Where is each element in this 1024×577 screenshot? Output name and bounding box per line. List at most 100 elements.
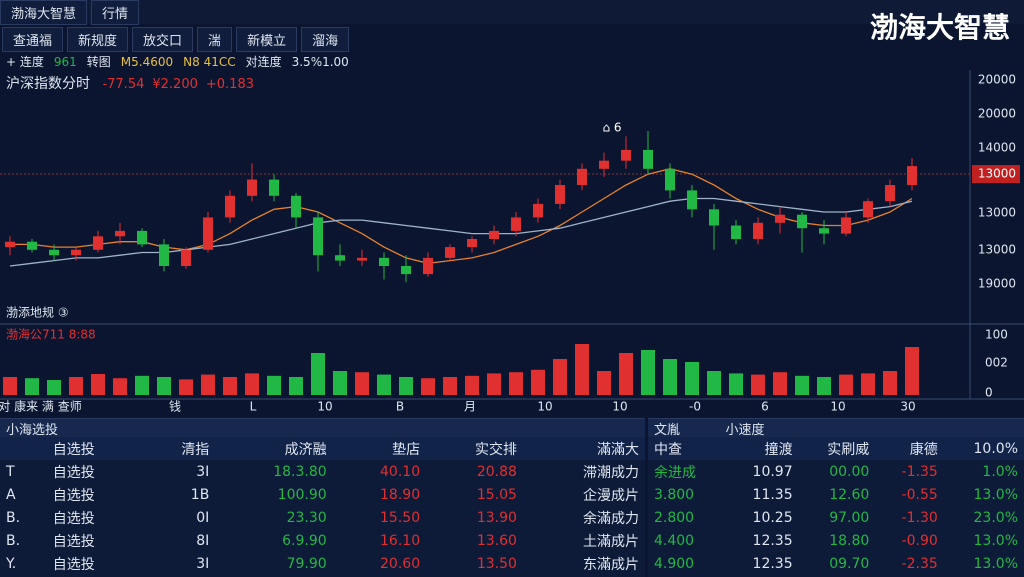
volume-bar [487,373,501,395]
table-row[interactable]: Y. 自选投 3I 79.90 20.60 13.50 东滿成片 [0,552,645,575]
cell: 13.0% [973,555,1018,572]
info-item: 961 [53,55,77,69]
volume-bar [91,374,105,395]
column-header: 滿滿大 [597,441,639,458]
title-bar: 渤海大智慧 行情 [0,0,1024,25]
watchlist-table: 自选投 清指 成济融 垫店 实交排 滿滿大 T 自选投 3I 18.3.80 40.10 20.88 滞… [0,437,645,575]
volume-bar [25,378,39,395]
table-row[interactable]: 4.900 12.35 09.70 -2.35 13.0% [648,552,1024,575]
cell: 00.00 [829,463,870,480]
x-axis-label: 10 [317,400,332,414]
tab[interactable]: 行情 [91,0,140,25]
cell: 12.35 [752,555,793,572]
toolbar-button[interactable]: 查通福 [2,27,64,52]
x-axis-label: -0 [689,400,701,414]
volume-bar [861,373,875,395]
candle-body [49,249,59,256]
candle-body [863,201,873,218]
volume-bar [751,374,765,395]
cell: 1.0% [982,463,1018,480]
toolbar-button[interactable]: 放交口 [132,27,194,52]
volume-bar [223,377,237,395]
cell: 15.05 [476,486,517,503]
volume-bar [443,377,457,395]
x-axis-label: 10 [830,400,845,414]
candle-body [247,179,257,196]
table-row[interactable]: A 自选投 1B 100.90 18.90 15.05 企漫成片 [0,483,645,506]
column-header: 中查 [654,441,682,458]
info-item: 对连度 [245,55,282,69]
volume-info: 渤海公711 8:88 [6,327,96,342]
panel-tab[interactable]: 小海选投 [0,419,645,438]
volume-bar [135,375,149,395]
volume-bar [509,372,523,395]
candle-body [885,185,895,202]
table-row[interactable]: 2.800 10.25 97.00 -1.30 23.0% [648,506,1024,529]
volume-bar [905,347,919,395]
x-axis-label: 30 [900,400,915,414]
toolbar-button[interactable]: 新规度 [67,27,129,52]
cell: 13.0% [973,486,1018,503]
toolbar-button[interactable]: 新模立 [236,27,298,52]
volume-bar [333,371,347,395]
x-axis-label: 10 [612,400,627,414]
table-row[interactable]: B. 自选投 0I 23.30 15.50 13.90 余滿成力 [0,506,645,529]
volume-bar [839,374,853,395]
x-axis-label: 对 康来 满 查师 [0,399,82,414]
volume-bar [201,374,215,395]
volume-bar [707,371,721,395]
volume-bar [113,378,127,395]
tab[interactable]: 渤海大智慧 [0,0,88,25]
cell: 18.90 [380,486,421,503]
table-row[interactable]: T 自选投 3I 18.3.80 40.10 20.88 滞潮成力 [0,460,645,483]
cell: 自选投 [52,510,95,527]
left-panel: 小海选投 自选投 清指 成济融 垫店 实交排 滿滿大 T 自选投 3I 18.3.80 40.10 2… [0,418,645,577]
candle-body [445,247,455,258]
table-row[interactable]: B. 自选投 8I 6.9.90 16.10 13.60 土滿成片 [0,529,645,552]
candle-body [93,236,103,250]
volume-bar [157,377,171,395]
candle-body [27,241,37,250]
table-row[interactable]: 3.800 11.35 12.60 -0.55 13.0% [648,483,1024,506]
volume-bar [267,375,281,395]
volume-bar [641,350,655,395]
candle-body [577,168,587,185]
volume-bar [575,344,589,395]
header-row: 自选投 清指 成济融 垫店 实交排 滿滿大 [0,437,645,460]
candle-body [599,160,609,169]
cell: 3I [196,463,210,480]
cell: -1.35 [901,463,938,480]
volume-bar [47,380,61,395]
info-item: M5.4600 [120,55,174,69]
y-axis-label: 13000 [978,243,1016,257]
chart-header: 沪深指数分时 -77.54 ¥2.200 +0.183 [6,73,254,93]
toolbar-button[interactable]: 湍 [197,27,233,52]
candle-body [291,195,301,218]
column-header: 撞渡 [764,441,793,458]
candle-body [379,257,389,266]
cell: A [6,486,16,503]
price-tag-box [972,165,1020,183]
panel-tab[interactable]: 小速度 [725,423,765,438]
right-panel: 文胤 小速度 中查 撞渡 实刷威 康德 10.0% 余进成 10.97 00.00 -1.35 1… [648,418,1024,577]
cell: 余滿成力 [583,510,639,527]
volume-bar [619,353,633,395]
panel-tab[interactable]: 文胤 [654,423,681,438]
x-axis-label: 钱 [169,399,181,414]
candle-body [687,190,697,210]
cell: 滞潮成力 [583,464,639,481]
cell: 79.90 [286,555,327,572]
volume-bar [377,374,391,395]
table-row[interactable]: 余进成 10.97 00.00 -1.35 1.0% [648,460,1024,483]
x-axis-label: 10 [537,400,552,414]
candle-body [907,166,917,185]
cell: -0.55 [901,486,938,503]
volume-bar [883,371,897,395]
volume-bar [311,353,325,395]
toolbar-button[interactable]: 溜海 [301,27,350,52]
volume-bar [179,379,193,395]
cell: 20.60 [380,555,421,572]
volume-bar [663,359,677,395]
column-header: 实交排 [474,441,517,458]
table-row[interactable]: 4.400 12.35 18.80 -0.90 13.0% [648,529,1024,552]
